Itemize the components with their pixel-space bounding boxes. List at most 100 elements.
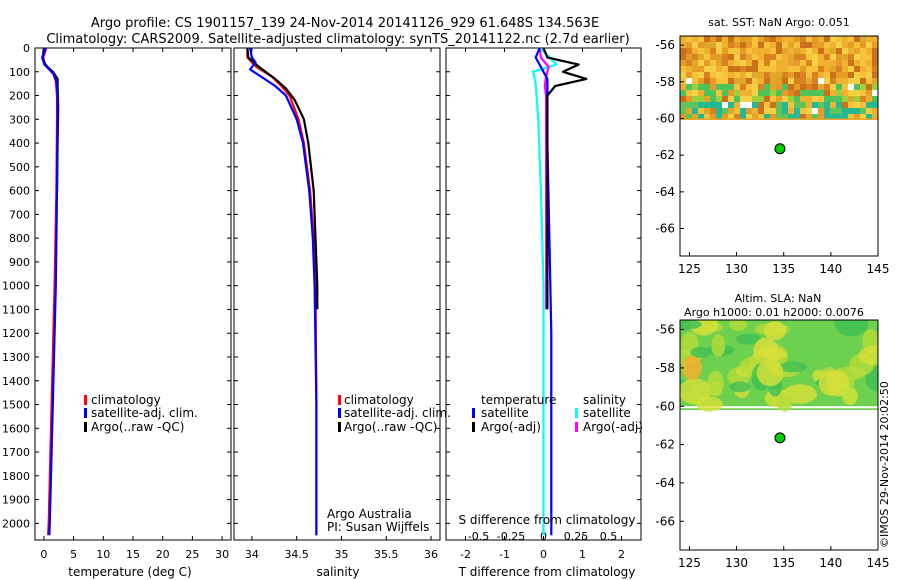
sst-cell [818, 60, 824, 66]
sst-cell [758, 36, 764, 42]
sst-cell [812, 84, 818, 90]
sst-cell [824, 48, 830, 54]
y-tick-label: 1700 [2, 446, 30, 459]
sst-cell [776, 54, 782, 60]
sst-cell [698, 90, 704, 96]
sst-cell [752, 96, 758, 102]
sst-cell [860, 48, 866, 54]
sst-cell [734, 48, 740, 54]
sst-cell [794, 54, 800, 60]
sst-cell [830, 66, 836, 72]
sst-cell [704, 48, 710, 54]
legend-swatch-s-satellite [575, 408, 578, 418]
sst-cell [806, 42, 812, 48]
sst-cell [782, 66, 788, 72]
sst-cell [872, 84, 878, 90]
sst-cell [680, 102, 686, 108]
sst-cell [806, 60, 812, 66]
sst-cell [800, 54, 806, 60]
sst-cell [848, 102, 854, 108]
sst-cell [758, 96, 764, 102]
sst-cell [806, 48, 812, 54]
sst-cell [854, 96, 860, 102]
sst-cell [782, 42, 788, 48]
sst-cell [836, 96, 842, 102]
sst-cell [710, 42, 716, 48]
legend-swatch-climatology [84, 395, 87, 405]
sst-cell [860, 102, 866, 108]
s-tick-label: 0 [540, 530, 547, 543]
sst-cell [824, 96, 830, 102]
sst-cell [836, 48, 842, 54]
sst-cell [740, 102, 746, 108]
sst-cell [716, 66, 722, 72]
sst-cell [842, 78, 848, 84]
sst-cell [764, 36, 770, 42]
sst-cell [854, 54, 860, 60]
sst-cell [734, 96, 740, 102]
sst-cell [872, 102, 878, 108]
sla-blob [818, 370, 843, 396]
sst-cell [782, 54, 788, 60]
sst-cell [722, 114, 728, 119]
sst-cell [692, 66, 698, 72]
x-tick-label: -2 [460, 548, 471, 561]
sst-cell [752, 54, 758, 60]
sst-cell [764, 102, 770, 108]
sst-cell [698, 72, 704, 78]
sst-cell [746, 72, 752, 78]
sst-cell [764, 78, 770, 84]
legend-swatch-climatology [338, 395, 341, 405]
sst-cell [788, 60, 794, 66]
map-y-tick-label: -58 [655, 75, 675, 89]
sst-cell [782, 114, 788, 119]
sst-cell [698, 78, 704, 84]
sst-cell [680, 60, 686, 66]
sst-cell [782, 108, 788, 114]
sst-cell [740, 54, 746, 60]
sst-cell [698, 102, 704, 108]
map-y-tick-label: -66 [655, 222, 675, 236]
sst-cell [710, 84, 716, 90]
map-y-tick-label: -66 [655, 514, 675, 528]
sst-cell [830, 78, 836, 84]
sst-cell [872, 54, 878, 60]
sst-cells [680, 36, 878, 119]
sst-cell [764, 108, 770, 114]
y-tick-label: 0 [23, 42, 30, 55]
sst-cell [830, 72, 836, 78]
sst-cell [716, 36, 722, 42]
sst-cell [842, 66, 848, 72]
sst-cell [770, 48, 776, 54]
y-tick-label: 1600 [2, 422, 30, 435]
sst-cell [758, 60, 764, 66]
sst-cell [860, 114, 866, 119]
sst-cell [764, 114, 770, 119]
sst-cell [866, 48, 872, 54]
y-tick-label: 1400 [2, 375, 30, 388]
sst-cell [722, 72, 728, 78]
sst-cell [848, 78, 854, 84]
sst-cell [812, 60, 818, 66]
sst-cell [866, 72, 872, 78]
sst-cell [812, 108, 818, 114]
sst-cell [752, 84, 758, 90]
legend-label: Argo(-adj) [583, 420, 643, 434]
sst-cell [680, 36, 686, 42]
temperature-xlabel: temperature (deg C) [68, 565, 191, 579]
sst-cell [854, 108, 860, 114]
sla-blob [756, 359, 784, 387]
sst-cell [812, 48, 818, 54]
sst-cell [716, 54, 722, 60]
sst-cell [836, 60, 842, 66]
sst-cell [710, 36, 716, 42]
sst-cell [776, 102, 782, 108]
sst-cell [794, 78, 800, 84]
sst-cell [836, 42, 842, 48]
sst-cell [770, 72, 776, 78]
series-line-t-argo-adj- [542, 48, 588, 310]
sla-blobs [680, 320, 878, 412]
sst-cell [866, 90, 872, 96]
sst-cell [686, 90, 692, 96]
sst-cell [770, 102, 776, 108]
